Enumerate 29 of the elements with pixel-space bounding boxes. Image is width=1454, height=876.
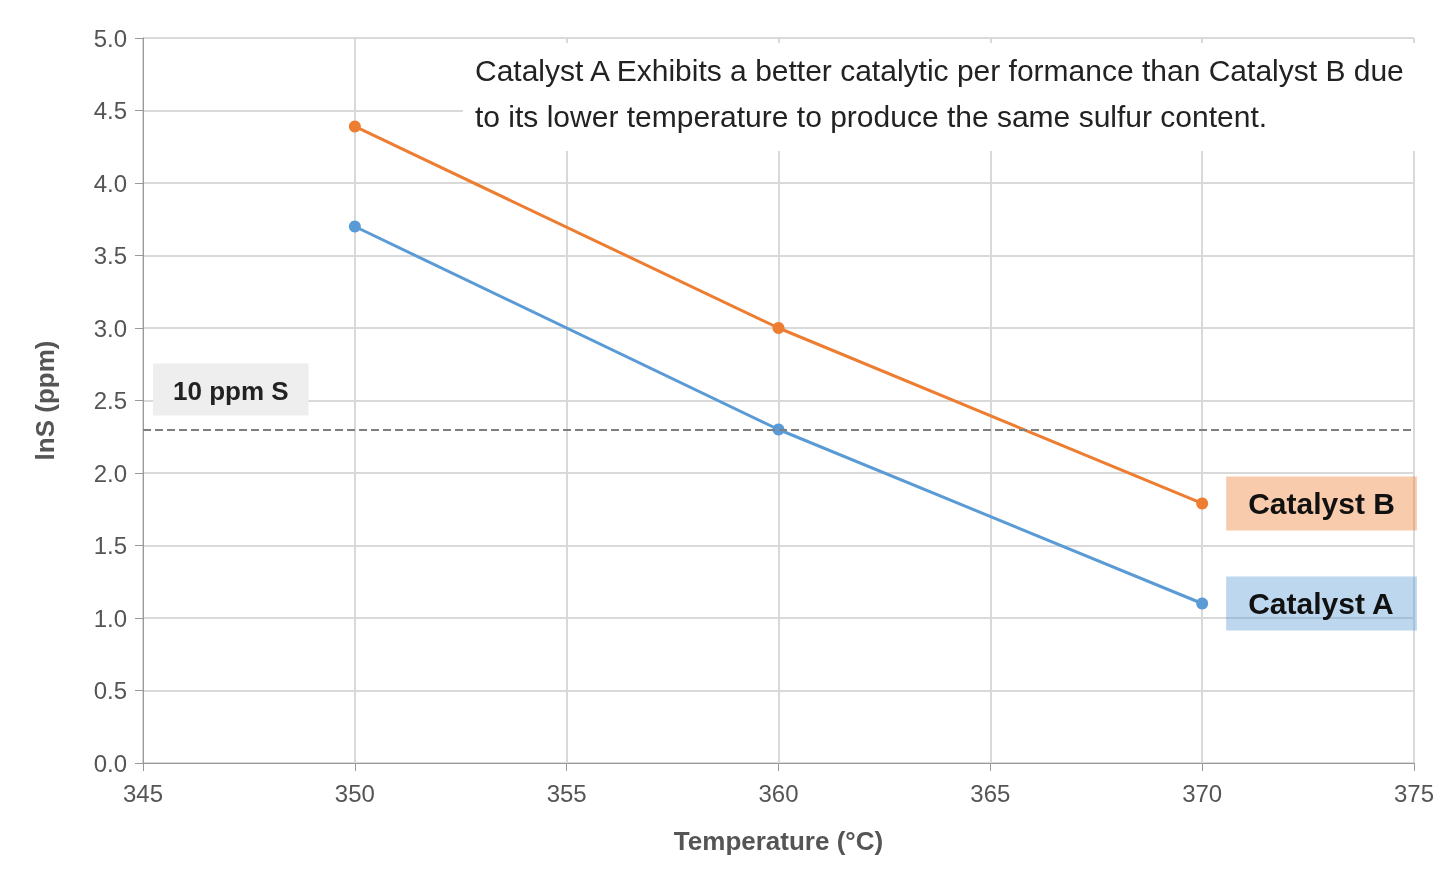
series-label: Catalyst A [1248, 587, 1394, 620]
y-tick-label: 1.5 [93, 532, 127, 559]
x-axis-title: Temperature (°C) [673, 826, 884, 856]
x-tick-label: 375 [1393, 779, 1435, 807]
y-tick-label: 4.5 [93, 97, 127, 124]
point [348, 120, 361, 133]
x-tick-label: 370 [1182, 779, 1223, 807]
y-axis-title: lnS (ppm) [30, 340, 60, 461]
point [772, 322, 785, 334]
x-tick-label: 355 [546, 779, 587, 807]
point [348, 220, 361, 233]
y-tick-label: 5.0 [93, 24, 127, 52]
x-tick-label: 345 [122, 779, 164, 807]
y-tick-label: 2.5 [93, 387, 127, 414]
series-label: Catalyst B [1248, 486, 1395, 520]
y-tick-label: 3.5 [93, 242, 127, 269]
y-tick-label: 0.5 [93, 677, 127, 704]
y-tick-label: 0.0 [93, 749, 127, 777]
y-tick-label: 3.0 [93, 314, 127, 342]
ref-line-label: 10 ppm S [173, 375, 289, 406]
text: Catalyst A Exhibits a better catalytic per formance than Catalyst B due to its lower temperature to produce the same sulfur content. [475, 53, 1413, 133]
point [1196, 597, 1209, 610]
x-tick-label: 360 [758, 779, 799, 807]
x-tick-label: 350 [334, 779, 375, 807]
y-tick-label: 2.0 [93, 459, 127, 487]
y-tick-label: 4.0 [93, 169, 127, 197]
y-tick-label: 1.0 [93, 604, 127, 632]
x-tick-label: 365 [970, 779, 1011, 807]
point [1196, 497, 1209, 510]
